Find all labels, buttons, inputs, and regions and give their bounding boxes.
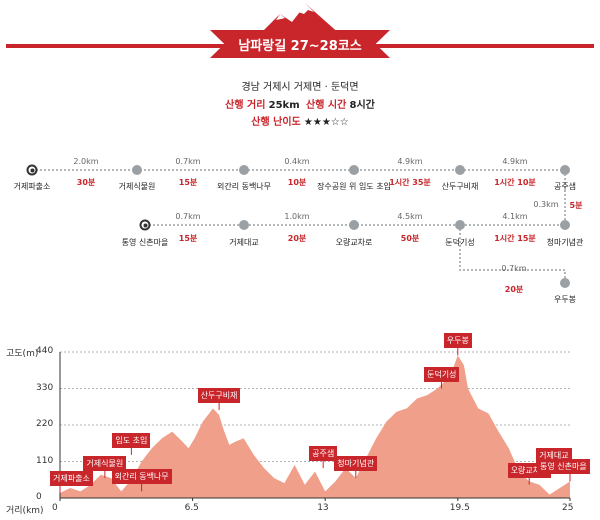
route-name: 공주샘 bbox=[553, 182, 577, 191]
route-name: 장수공원 위 임도 초입 bbox=[317, 182, 391, 191]
x-tick-label: 13 bbox=[317, 503, 329, 513]
route-distance: 0.7km bbox=[175, 212, 201, 221]
route-name: 외간리 동백나무 bbox=[216, 182, 272, 191]
elevation-point-label: 통영 신촌마을 bbox=[537, 459, 590, 475]
route-point bbox=[455, 165, 465, 175]
route-time: 20분 bbox=[504, 285, 524, 294]
route-time: 1시간 15분 bbox=[494, 234, 536, 243]
route-time: 15분 bbox=[178, 178, 198, 187]
x-tick-label: 0 bbox=[52, 503, 58, 513]
route-point bbox=[560, 220, 570, 230]
x-tick-label: 19.5 bbox=[449, 503, 470, 513]
route-time: 30분 bbox=[76, 178, 96, 187]
y-tick-label: 220 bbox=[36, 419, 54, 429]
route-name: 거제파출소 bbox=[13, 182, 51, 191]
difficulty-text: 산행 난이도 ★★★☆☆ bbox=[251, 117, 349, 128]
route-point bbox=[349, 220, 359, 230]
route-distance: 0.3km bbox=[533, 200, 559, 209]
route-time: 1시간 35분 bbox=[389, 178, 431, 187]
route-distance: 4.9km bbox=[502, 157, 528, 166]
route-name: 거제식물원 bbox=[118, 182, 156, 191]
x-tick-label: 6.5 bbox=[184, 503, 199, 513]
route-distance: 1.0km bbox=[284, 212, 310, 221]
route-time: 1시간 10분 bbox=[494, 178, 536, 187]
location-text: 경남 거제시 거제면 · 둔덕면 bbox=[241, 82, 359, 93]
elevation-point-label: 임도 초입 bbox=[112, 432, 151, 448]
route-distance: 4.9km bbox=[397, 157, 423, 166]
route-time: 50분 bbox=[400, 234, 420, 243]
elevation-point-label: 둔덕기성 bbox=[423, 366, 460, 382]
elevation-point-label: 공주샘 bbox=[309, 446, 338, 462]
route-name: 거제대교 bbox=[229, 238, 259, 247]
route-point bbox=[560, 278, 570, 288]
route-name: 통영 신촌마을 bbox=[121, 238, 169, 247]
route-distance: 4.1km bbox=[502, 212, 528, 221]
elevation-point-label: 청마기념관 bbox=[334, 456, 378, 472]
mountain-icon bbox=[258, 4, 342, 36]
route-point-end bbox=[139, 219, 151, 231]
elevation-point-label: 거제대교 bbox=[536, 447, 572, 463]
route-point bbox=[349, 165, 359, 175]
distance-time-text: 산행 거리 25km 산행 시간 8시간 bbox=[225, 100, 375, 111]
route-time: 5분 bbox=[569, 201, 583, 210]
route-time: 10분 bbox=[287, 178, 307, 187]
route-name: 오량교차로 bbox=[335, 238, 373, 247]
elevation-point-label: 거제식물원 bbox=[83, 456, 127, 472]
route-point bbox=[455, 220, 465, 230]
route-distance: 0.4km bbox=[284, 157, 310, 166]
route-point bbox=[132, 165, 142, 175]
elevation-area bbox=[60, 355, 570, 498]
route-distance: 4.5km bbox=[397, 212, 423, 221]
route-point bbox=[560, 165, 570, 175]
route-name: 둔덕기성 bbox=[445, 238, 475, 247]
y-tick-label: 330 bbox=[36, 382, 54, 393]
elevation-point-label: 산두구비재 bbox=[197, 388, 241, 404]
route-time: 15분 bbox=[178, 234, 198, 243]
route-name: 청마기념관 bbox=[546, 238, 584, 247]
route-point bbox=[239, 165, 249, 175]
elevation-point-label: 거제파출소 bbox=[50, 471, 93, 487]
y-axis-label: 고도(m) bbox=[6, 349, 39, 359]
route-point bbox=[239, 220, 249, 230]
y-tick-label: 440 bbox=[36, 346, 54, 356]
route-distance: 0.7km bbox=[501, 264, 527, 273]
x-tick-label: 25 bbox=[562, 503, 574, 513]
y-tick-label: 0 bbox=[36, 492, 42, 502]
route-distance: 0.7km bbox=[175, 157, 201, 166]
y-tick-label: 110 bbox=[36, 455, 54, 466]
route-point-start bbox=[26, 164, 38, 176]
route-name: 산두구비재 bbox=[441, 182, 479, 191]
elevation-point-label: 우두봉 bbox=[443, 333, 472, 349]
route-time: 20분 bbox=[287, 234, 307, 243]
x-axis-label: 거리(km) bbox=[6, 506, 44, 516]
route-name: 우두봉 bbox=[553, 295, 577, 304]
elevation-point-label: 외간리 동백나무 bbox=[111, 469, 172, 485]
page-title: 남파랑길 27~28코스 bbox=[210, 30, 390, 58]
route-distance: 2.0km bbox=[73, 157, 99, 166]
